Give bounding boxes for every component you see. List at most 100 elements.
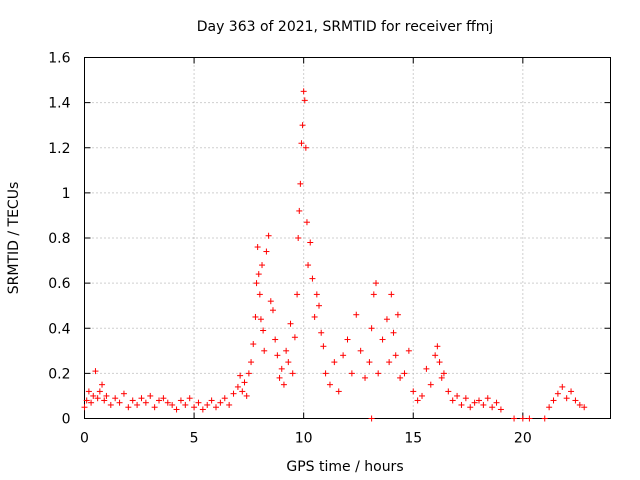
data-point xyxy=(388,291,395,298)
data-point xyxy=(302,144,309,151)
data-series-srmtid xyxy=(81,88,588,422)
data-point xyxy=(295,235,302,241)
grid-lines xyxy=(84,57,611,419)
data-point xyxy=(252,313,259,320)
data-point xyxy=(427,381,434,388)
data-point xyxy=(272,336,279,343)
data-point xyxy=(454,392,461,399)
data-point xyxy=(237,372,244,379)
data-point xyxy=(375,370,382,377)
data-point xyxy=(568,388,575,395)
data-point xyxy=(326,381,333,388)
data-point xyxy=(186,395,193,402)
data-point xyxy=(226,401,233,408)
data-point xyxy=(182,401,189,408)
data-point xyxy=(438,374,445,381)
data-point xyxy=(298,140,305,147)
data-point xyxy=(138,395,145,402)
data-point xyxy=(440,370,447,377)
data-point xyxy=(445,388,452,395)
data-point xyxy=(283,347,290,354)
data-point xyxy=(397,374,404,381)
data-point xyxy=(92,368,99,375)
data-point xyxy=(476,397,482,404)
data-point xyxy=(289,370,296,377)
data-point xyxy=(259,262,266,269)
chart-title: Day 363 of 2021, SRMTID for receiver ffm… xyxy=(197,19,494,35)
y-axis-label: SRMTID / TECUs xyxy=(6,182,22,295)
data-point xyxy=(90,392,97,399)
data-point xyxy=(423,365,430,372)
data-point xyxy=(254,244,261,251)
data-point xyxy=(285,359,292,366)
data-point xyxy=(195,399,202,406)
data-point xyxy=(107,401,114,408)
data-point xyxy=(344,336,351,343)
data-point xyxy=(576,401,583,408)
data-point xyxy=(362,374,369,381)
data-point xyxy=(348,370,355,377)
data-point xyxy=(394,311,401,318)
data-point xyxy=(471,399,478,406)
data-point xyxy=(239,388,246,395)
data-point xyxy=(120,390,127,397)
x-tick-label: 5 xyxy=(190,431,199,447)
data-point xyxy=(257,316,264,323)
data-point xyxy=(559,383,566,390)
data-point xyxy=(383,316,390,323)
data-point xyxy=(550,397,557,404)
data-point xyxy=(260,327,267,334)
data-point xyxy=(480,401,487,408)
x-tick-label: 0 xyxy=(80,431,89,447)
data-point xyxy=(276,374,283,381)
y-tick-label: 1 xyxy=(62,186,71,202)
data-point xyxy=(546,404,553,411)
y-tick-label: 0 xyxy=(62,412,71,428)
data-point xyxy=(484,395,491,402)
data-point xyxy=(313,291,320,298)
data-point xyxy=(436,359,443,366)
data-point xyxy=(419,392,426,399)
plot-frame xyxy=(84,57,611,419)
x-tick-label: 15 xyxy=(404,431,422,447)
data-point xyxy=(370,291,377,298)
data-point xyxy=(462,395,469,402)
data-point xyxy=(458,401,465,408)
data-point xyxy=(151,404,158,411)
data-point xyxy=(250,341,257,348)
axis-ticks xyxy=(84,57,611,419)
data-point xyxy=(296,207,303,214)
data-point xyxy=(156,397,163,404)
data-point xyxy=(134,401,141,408)
data-point xyxy=(335,388,342,395)
data-point xyxy=(263,248,270,255)
data-point xyxy=(318,329,325,336)
data-point xyxy=(191,404,198,411)
data-point xyxy=(256,291,263,298)
data-point xyxy=(340,352,347,359)
y-tick-label: 1.2 xyxy=(48,141,70,157)
data-point xyxy=(353,311,360,318)
data-point xyxy=(81,404,88,411)
data-point xyxy=(101,397,108,404)
data-point xyxy=(173,406,180,413)
data-point xyxy=(234,383,241,390)
data-point xyxy=(169,401,176,408)
data-point xyxy=(320,343,327,350)
data-point xyxy=(572,397,579,404)
data-point xyxy=(432,352,439,359)
data-point xyxy=(294,291,301,298)
data-point xyxy=(386,359,393,366)
data-point xyxy=(83,397,90,404)
data-point xyxy=(243,392,250,399)
y-tick-label: 0.4 xyxy=(48,321,70,337)
data-point xyxy=(372,280,379,287)
data-point xyxy=(563,395,570,402)
data-point xyxy=(269,307,276,314)
data-point xyxy=(217,399,224,406)
data-point xyxy=(316,302,323,309)
data-point xyxy=(493,399,500,406)
data-point xyxy=(410,388,417,395)
x-tick-label: 10 xyxy=(295,431,313,447)
